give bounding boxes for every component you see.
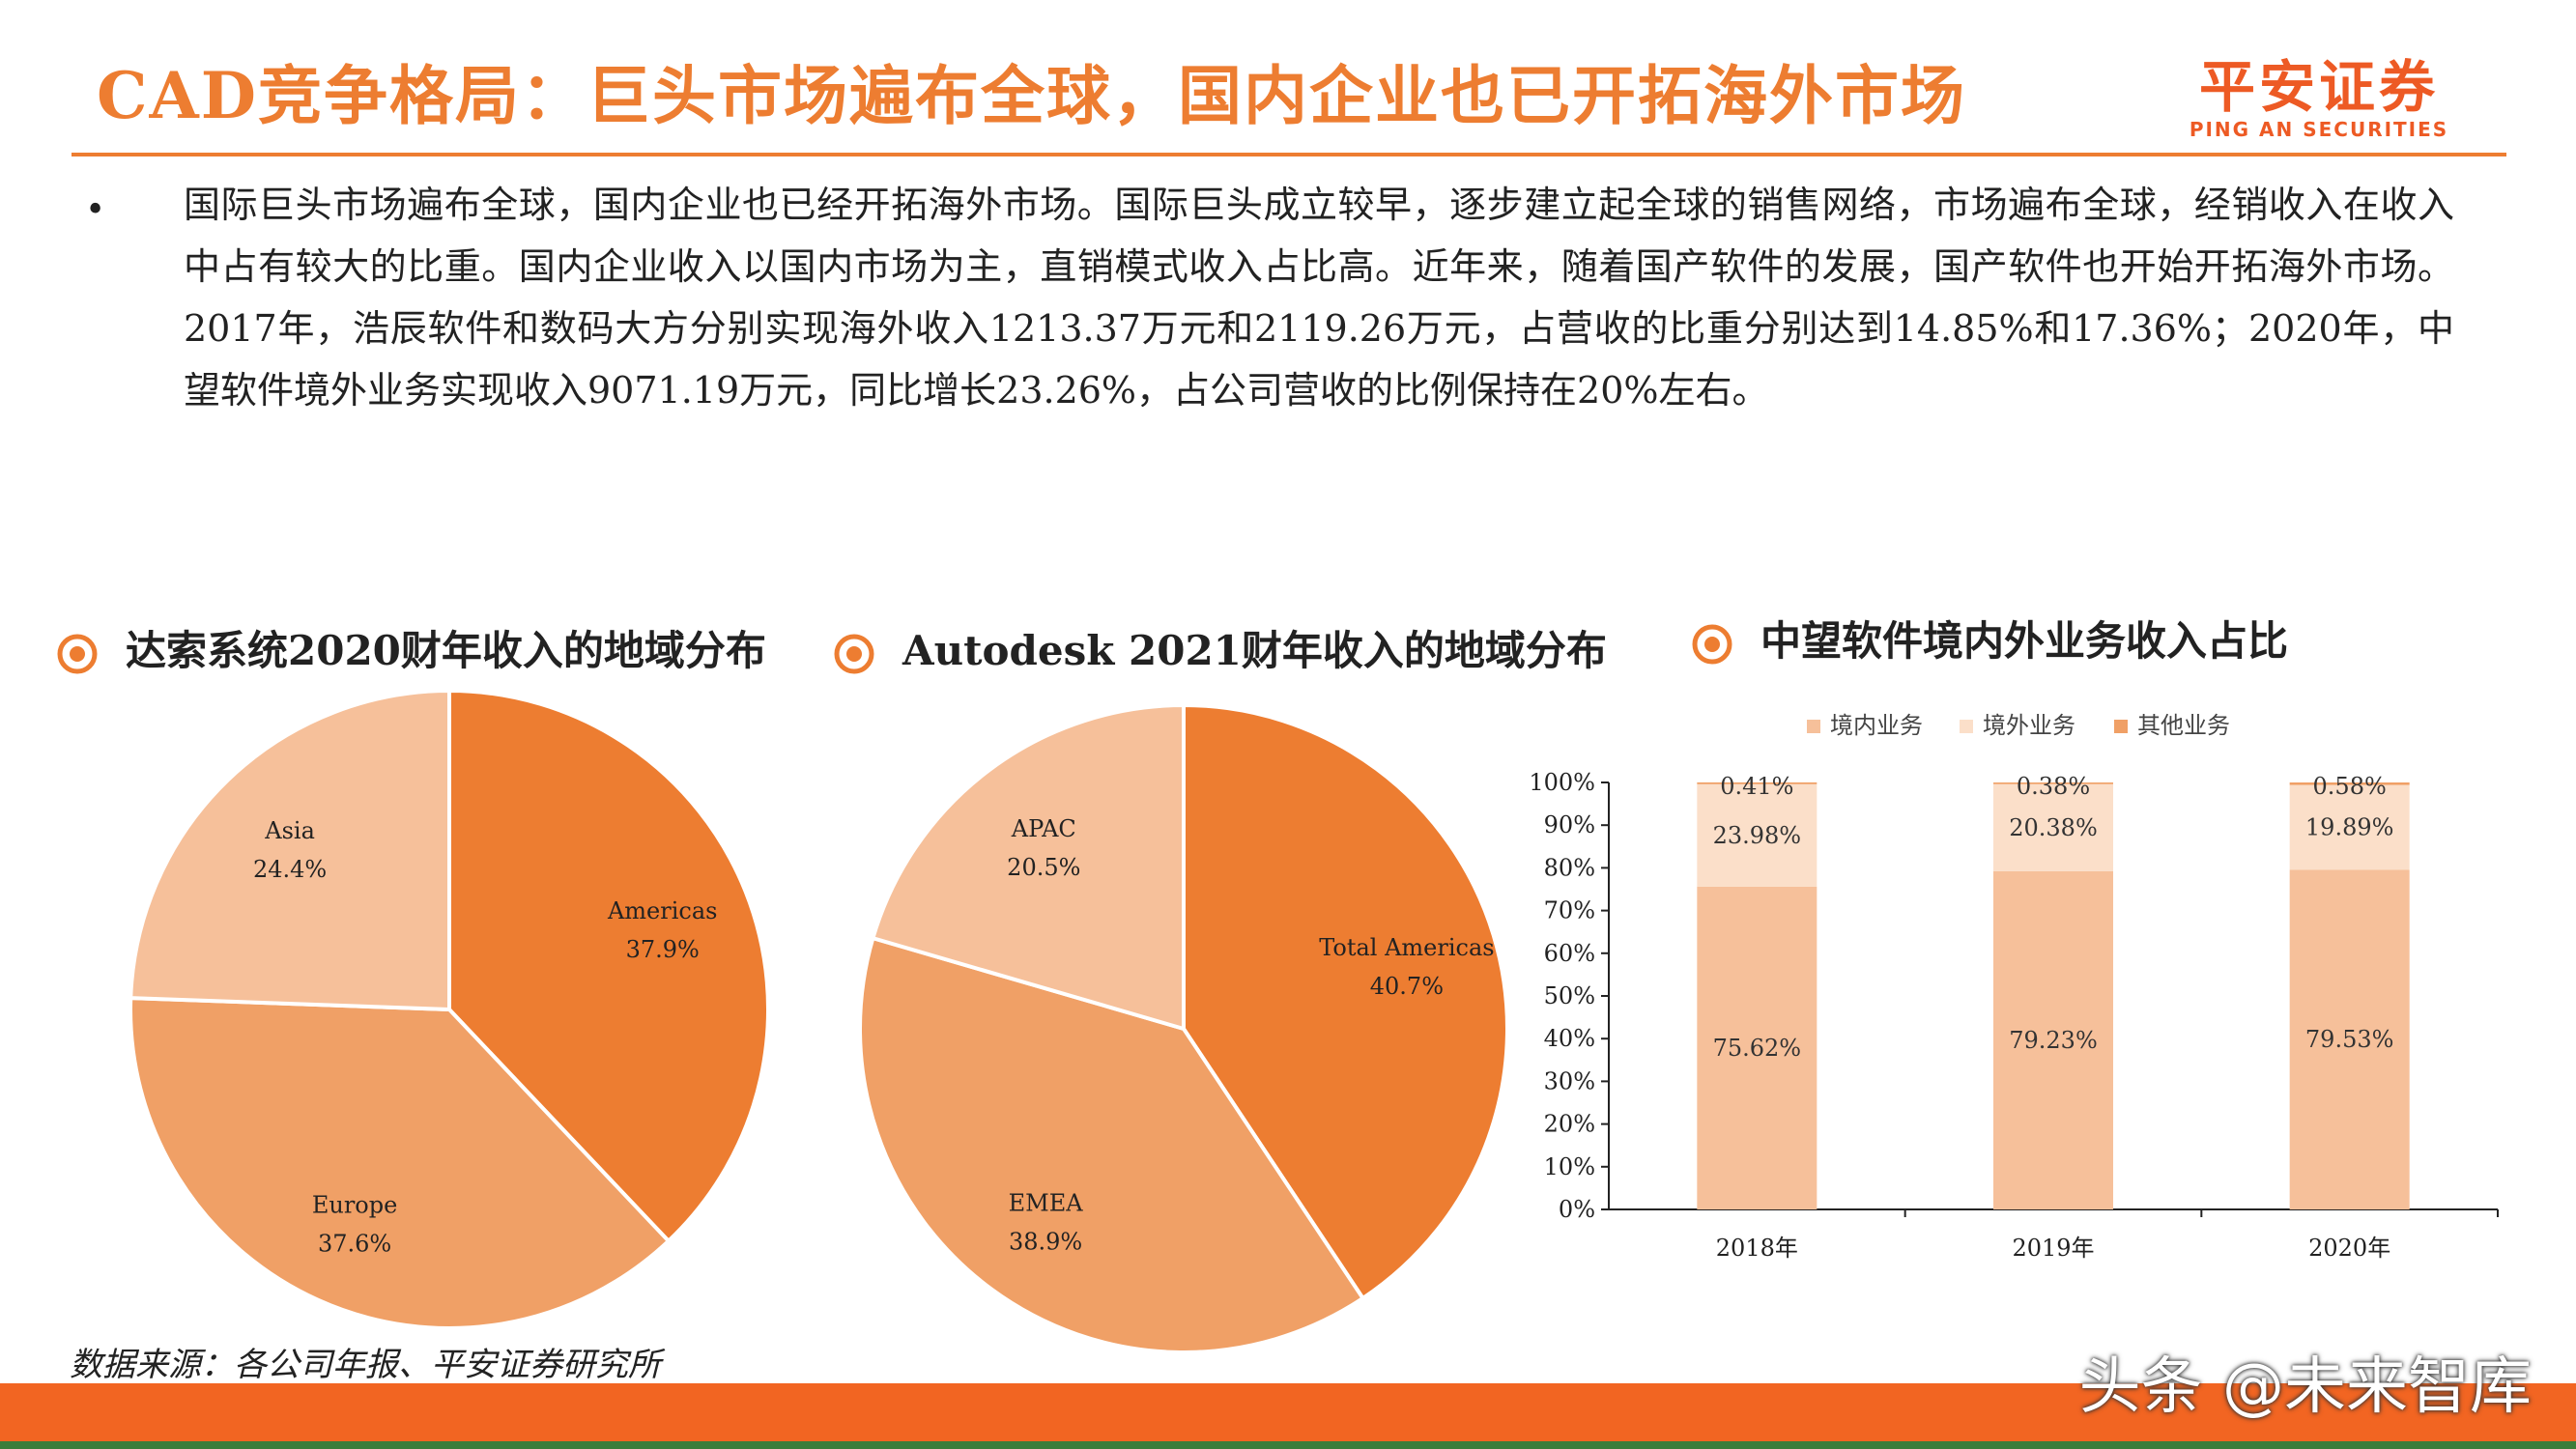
- bar-segment-1-1: [1993, 783, 2113, 871]
- data-source-note: 数据来源：各公司年报、平安证券研究所: [70, 1346, 661, 1384]
- legend-label-1: 境外业务: [1983, 712, 2075, 739]
- y-tick-label-4: 40%: [1544, 1025, 1595, 1052]
- bar-value-label-2-1: 19.89%: [2305, 814, 2394, 841]
- bullet-paragraph: 国际巨头市场遍布全球，国内企业也已经开拓海外市场。国际巨头成立较早，逐步建立起全…: [184, 184, 2454, 412]
- bar-value-label-0-2: 0.41%: [1720, 773, 1793, 800]
- pie1-slice-1: [129, 995, 672, 1330]
- bar-value-label-0-1: 23.98%: [1713, 822, 1802, 849]
- pie1-slice-value-0: 37.9%: [626, 936, 700, 963]
- legend-swatch-0: [1807, 720, 1820, 733]
- bar-segment-0-1: [1697, 783, 1818, 887]
- target-ring-icon: [57, 634, 98, 674]
- pie1-slice-2: [129, 688, 451, 1012]
- legend-label-2: 其他业务: [2137, 712, 2230, 739]
- x-tick-label-0: 2018年: [1716, 1235, 1798, 1262]
- chart3-title: 中望软件境内外业务收入占比: [1691, 609, 2288, 668]
- footer-bar: [0, 1383, 2576, 1441]
- y-tick-label-0: 0%: [1559, 1196, 1595, 1223]
- chart1-title-text: 达索系统2020财年收入的地域分布: [126, 627, 766, 674]
- title-divider: [72, 153, 2506, 156]
- x-tick-label-2: 2020年: [2308, 1235, 2390, 1262]
- bar-segment-0-2: [1697, 781, 1818, 784]
- bar-segment-2-1: [2289, 784, 2410, 870]
- chart2-title-text: Autodesk 2021财年收入的地域分布: [902, 627, 1607, 674]
- footer-line: [0, 1441, 2576, 1449]
- legend-swatch-2: [2114, 720, 2128, 733]
- y-tick-label-5: 50%: [1544, 982, 1595, 1009]
- stacked-bar-chart-zwsoft: 境内业务 境外业务 其他业务 0% 10% 20% 30% 40% 50% 60% 70% 80% 90…: [1529, 712, 2499, 1262]
- y-tick-label-10: 100%: [1529, 769, 1595, 796]
- y-tick-label-9: 90%: [1544, 811, 1595, 838]
- bar-value-label-1-2: 0.38%: [2017, 773, 2090, 800]
- logo-text-en: PING AN SECURITIES: [2189, 118, 2449, 141]
- pie2-slice-1: [858, 935, 1366, 1354]
- pie1-slice-label-2: Asia: [264, 817, 315, 844]
- bar-segment-1-2: [1993, 782, 2113, 784]
- pie-chart-dassault: Americas 37.9% Europe 37.6% Asia 24.4%: [129, 688, 770, 1330]
- y-tick-label-1: 10%: [1544, 1153, 1595, 1180]
- chart1-title: 达索系统2020财年收入的地域分布: [56, 618, 766, 677]
- x-tick-label-1: 2019年: [2012, 1235, 2094, 1262]
- target-ring-icon: [834, 634, 874, 674]
- legend-label-0: 境内业务: [1830, 712, 1923, 739]
- pie2-slice-2: [870, 702, 1186, 1032]
- bar-value-label-1-1: 20.38%: [2009, 814, 2098, 841]
- bar-segment-2-0: [2289, 869, 2410, 1209]
- pie2-slice-label-0: Total Americas: [1319, 934, 1494, 961]
- pie2-slice-value-1: 38.9%: [1009, 1228, 1082, 1255]
- pie2-slice-label-1: EMEA: [1009, 1189, 1084, 1216]
- bullet-marker: •: [85, 190, 106, 230]
- chart2-title: Autodesk 2021财年收入的地域分布: [833, 618, 1607, 677]
- pie2-slice-value-2: 20.5%: [1007, 854, 1080, 881]
- y-tick-label-3: 30%: [1544, 1067, 1595, 1094]
- pie1-slice-label-0: Americas: [607, 897, 718, 924]
- pie1-slice-0: [447, 688, 770, 1244]
- pie2-slice-label-2: APAC: [1011, 815, 1076, 842]
- pie1-slice-label-1: Europe: [312, 1192, 397, 1219]
- bar-value-label-2-0: 79.53%: [2305, 1026, 2394, 1053]
- target-ring-icon: [1692, 624, 1732, 665]
- y-tick-label-7: 70%: [1544, 897, 1595, 924]
- bar-segment-0-0: [1697, 886, 1818, 1209]
- y-tick-label-6: 60%: [1544, 940, 1595, 967]
- legend-swatch-1: [1960, 720, 1973, 733]
- y-tick-label-8: 80%: [1544, 854, 1595, 881]
- y-tick-label-2: 20%: [1544, 1111, 1595, 1138]
- bar-value-label-1-0: 79.23%: [2009, 1027, 2098, 1054]
- pie2-slice-value-0: 40.7%: [1370, 973, 1444, 1000]
- bar-segment-2-2: [2289, 782, 2410, 785]
- pie-chart-autodesk: Total Americas 40.7% EMEA 38.9% APAC 20.5%: [858, 702, 1509, 1354]
- pie1-slice-value-2: 24.4%: [253, 856, 327, 883]
- page-title: CAD竞争格局：巨头市场遍布全球，国内企业也已开拓海外市场: [97, 58, 1966, 133]
- chart3-title-text: 中望软件境内外业务收入占比: [1760, 617, 2289, 665]
- watermark: 头条 @未来智库: [2078, 1351, 2532, 1423]
- pie1-slice-value-1: 37.6%: [318, 1231, 391, 1258]
- logo-text-cn: 平安证券: [2198, 54, 2439, 120]
- bar-value-label-0-0: 75.62%: [1713, 1035, 1802, 1062]
- bar-segment-1-0: [1993, 870, 2113, 1209]
- brand-logo: 平安证券 PING AN SECURITIES: [2155, 56, 2483, 141]
- bar-value-label-2-2: 0.58%: [2313, 773, 2387, 800]
